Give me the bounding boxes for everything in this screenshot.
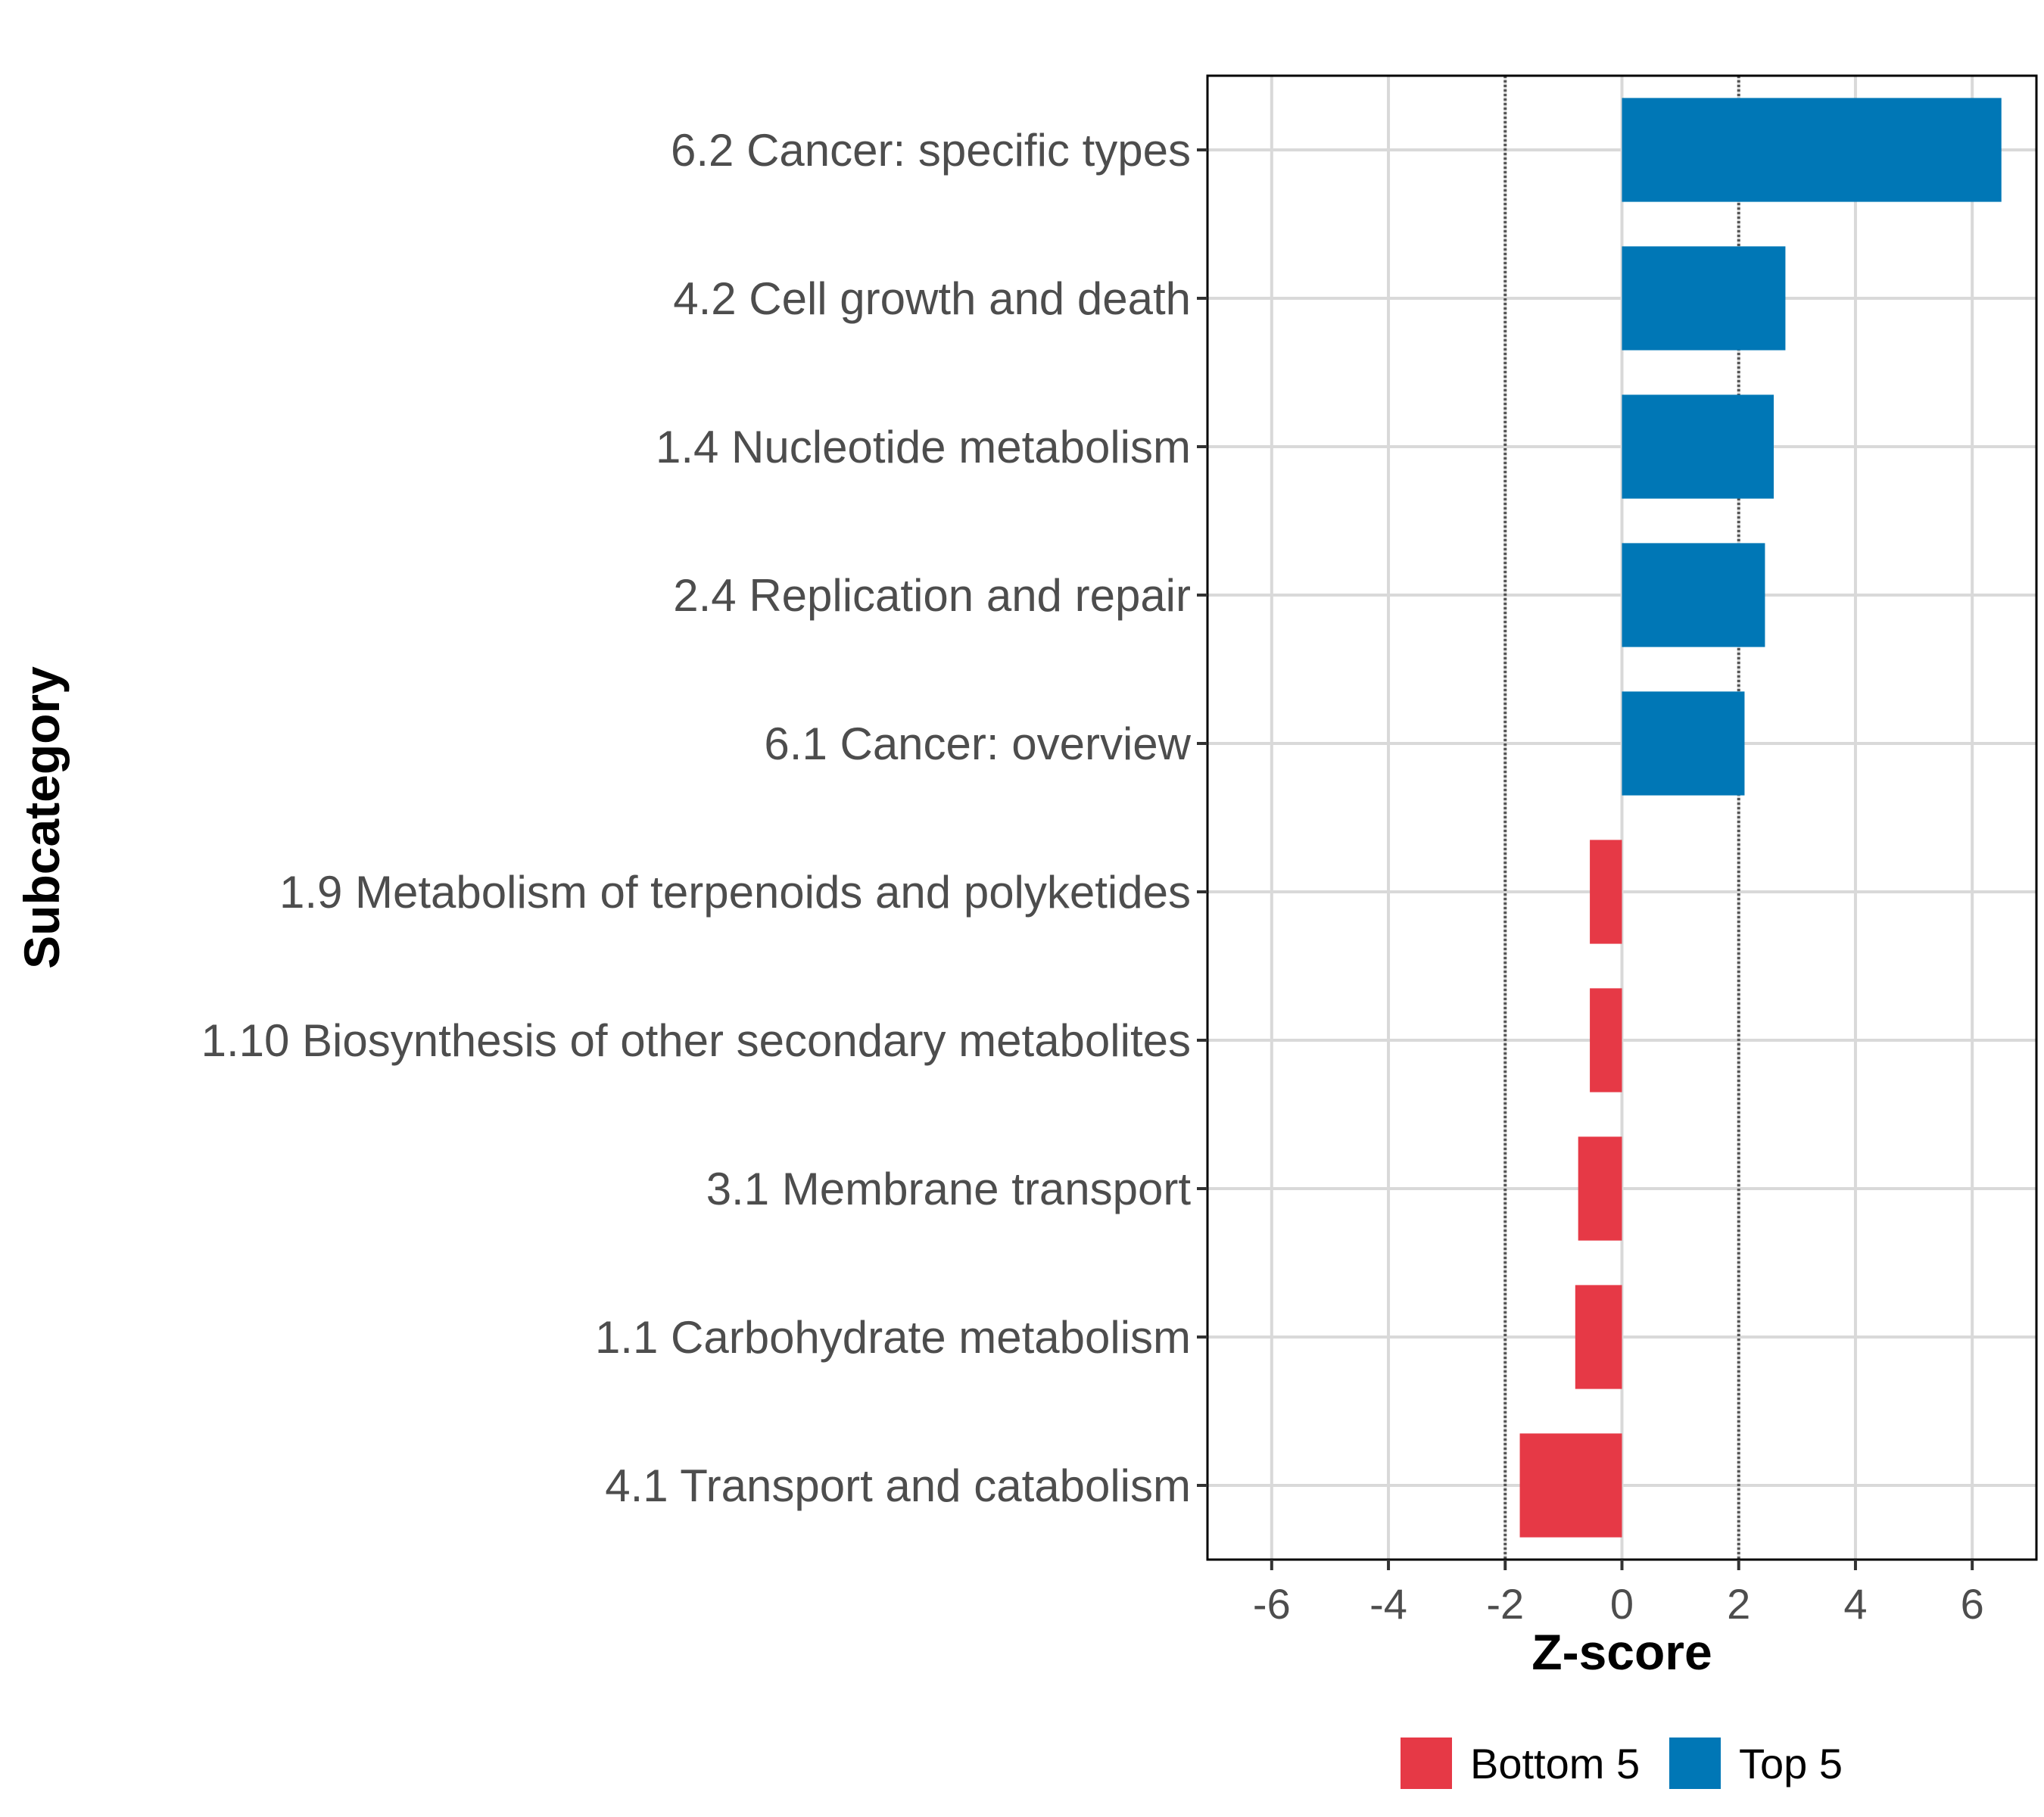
bar-bottom bbox=[1519, 1433, 1622, 1538]
y-tick-label: 1.9 Metabolism of terpenoids and polyket… bbox=[279, 867, 1191, 918]
legend: Bottom 5 Top 5 bbox=[1401, 1738, 1843, 1789]
y-tick-label: 3.1 Membrane transport bbox=[706, 1164, 1192, 1214]
x-tick-label: 4 bbox=[1843, 1580, 1867, 1628]
x-axis: -6 -4 -2 0 2 4 6 bbox=[1253, 1560, 1984, 1628]
x-tick-label: -4 bbox=[1369, 1580, 1407, 1628]
bar-bottom bbox=[1578, 1136, 1622, 1241]
y-tick-label: 1.10 Biosynthesis of other secondary met… bbox=[201, 1015, 1191, 1066]
legend-label: Bottom 5 bbox=[1470, 1740, 1640, 1787]
legend-swatch bbox=[1669, 1738, 1721, 1789]
x-tick-label: -6 bbox=[1253, 1580, 1291, 1628]
y-tick-label: 1.4 Nucleotide metabolism bbox=[656, 422, 1191, 472]
bar-top bbox=[1622, 98, 2002, 202]
y-axis: 6.2 Cancer: specific types 4.2 Cell growt… bbox=[201, 125, 1207, 1511]
legend-swatch bbox=[1401, 1738, 1452, 1789]
bar-bottom bbox=[1590, 840, 1622, 944]
x-tick-label: 2 bbox=[1727, 1580, 1750, 1628]
y-tick-label: 1.1 Carbohydrate metabolism bbox=[595, 1312, 1191, 1363]
y-tick-label: 2.4 Replication and repair bbox=[673, 570, 1191, 621]
bar-bottom bbox=[1590, 988, 1622, 1092]
y-tick-label: 4.2 Cell growth and death bbox=[673, 273, 1191, 324]
y-tick-label: 6.2 Cancer: specific types bbox=[671, 125, 1191, 176]
y-tick-label: 4.1 Transport and catabolism bbox=[605, 1460, 1191, 1511]
bar-top bbox=[1622, 691, 1745, 796]
x-tick-label: -2 bbox=[1486, 1580, 1524, 1628]
x-tick-label: 6 bbox=[1961, 1580, 1984, 1628]
y-tick-label: 6.1 Cancer: overview bbox=[764, 718, 1191, 769]
bar-top bbox=[1622, 394, 1774, 499]
bar-bottom bbox=[1575, 1285, 1622, 1389]
bar-top bbox=[1622, 246, 1786, 351]
bar-top bbox=[1622, 543, 1765, 647]
x-tick-label: 0 bbox=[1610, 1580, 1634, 1628]
legend-label: Top 5 bbox=[1739, 1740, 1843, 1787]
y-axis-title: Subcategory bbox=[14, 666, 70, 969]
x-axis-title: Z-score bbox=[1531, 1624, 1712, 1680]
bars bbox=[1519, 98, 2002, 1538]
